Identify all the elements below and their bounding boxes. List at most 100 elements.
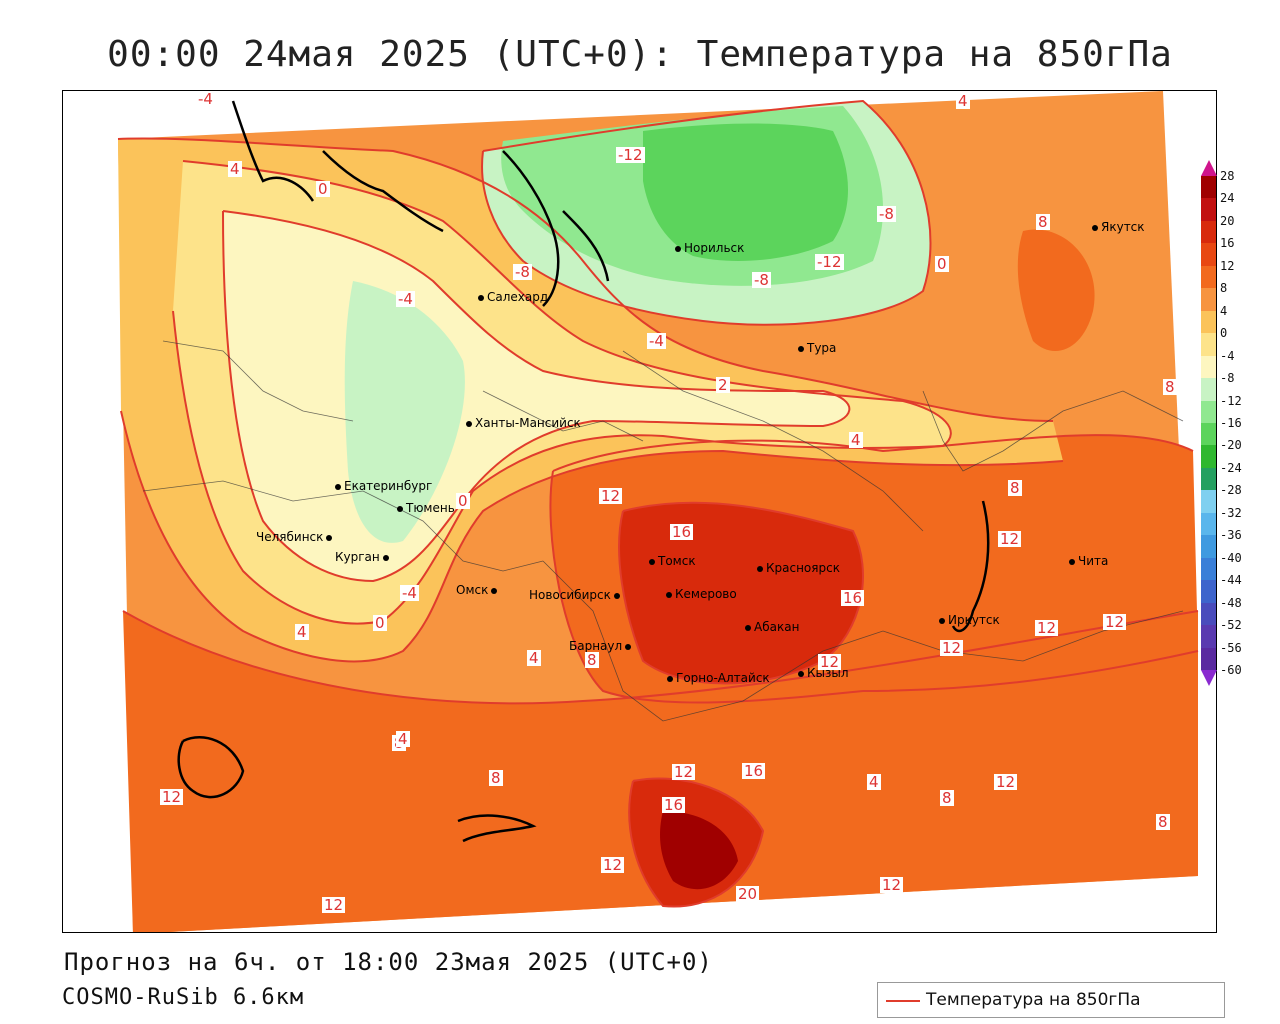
colorbar-segment [1201, 625, 1216, 649]
legend: Температура на 850гПа [877, 982, 1225, 1018]
colorbar-segment [1201, 423, 1216, 446]
city-label: Абакан [754, 620, 800, 634]
colorbar-segment [1201, 445, 1216, 469]
colorbar-segment [1201, 467, 1216, 491]
colorbar-segment [1201, 557, 1216, 581]
field-16-core [619, 502, 863, 684]
model-name: COSMO-RuSib 6.6км [62, 985, 305, 1010]
city-dot [382, 554, 389, 561]
contour-label: 4 [849, 431, 863, 449]
field-minus4-west [344, 281, 465, 543]
map-canvas [117, 91, 1199, 932]
contour-label: 8 [940, 789, 954, 807]
city-tura: Тура [798, 341, 836, 355]
colorbar-tick-label: -20 [1220, 438, 1242, 453]
colorbar-tick-label: 8 [1220, 281, 1228, 296]
city-dot [798, 670, 804, 677]
contour-label: 12 [599, 487, 623, 505]
contour-label: 4 [228, 160, 242, 178]
city-label: Кемерово [675, 587, 737, 601]
colorbar-tick-label: -24 [1220, 460, 1242, 475]
admin-borders [142, 340, 1184, 722]
city-label: Томск [658, 554, 696, 568]
city-gorno-altaysk: Горно-Алтайск [667, 671, 770, 685]
city-label: Челябинск [256, 530, 324, 544]
contour-label: 16 [662, 796, 686, 814]
colorbar-tick-label: -12 [1220, 393, 1242, 408]
colorbar [1200, 160, 1218, 686]
contour-label: 20 [736, 885, 760, 903]
city-dot [675, 245, 681, 252]
colorbar-tick-label: -36 [1220, 528, 1242, 543]
temperature-map: Якутск Норильск Салехард Тура Ханты-Манс… [62, 90, 1217, 933]
map-title: 00:00 24мая 2025 (UTC+0): Температура на… [107, 34, 1173, 75]
legend-line-swatch [886, 1000, 920, 1002]
contour-label: 4 [527, 649, 541, 667]
city-kurgan: Курган [335, 550, 392, 564]
contour-label: 16 [670, 523, 694, 541]
city-label: Салехард [487, 290, 549, 304]
colorbar-tick-label: -28 [1220, 483, 1242, 498]
city-yakutsk: Якутск [1092, 220, 1145, 234]
colorbar-tick-label: 12 [1220, 258, 1235, 273]
colorbar-tick-label: -40 [1220, 550, 1242, 565]
contour-label: 12 [818, 653, 842, 671]
contour-label: 4 [295, 623, 309, 641]
coastlines [177, 100, 990, 843]
city-khanty-mansiysk: Ханты-Мансийск [466, 416, 581, 430]
isotherms [117, 99, 1199, 908]
city-dot [798, 345, 804, 352]
city-omsk: Омск [456, 583, 500, 597]
contour-label: 8 [1163, 378, 1177, 396]
field-minus12 [643, 123, 848, 261]
city-dot [939, 617, 945, 624]
contour-label: -4 [400, 584, 419, 602]
city-label: Омск [456, 583, 489, 597]
contour-label: 12 [1103, 613, 1127, 631]
city-label: Иркутск [948, 613, 1000, 627]
colorbar-tick-label: -4 [1220, 348, 1235, 363]
city-dot [666, 591, 672, 598]
city-label: Норильск [684, 241, 745, 255]
city-dot [397, 505, 403, 512]
colorbar-tick-label: 0 [1220, 326, 1228, 341]
city-abakan: Абакан [745, 620, 799, 634]
city-dot [466, 420, 472, 427]
colorbar-tick-label: -32 [1220, 505, 1242, 520]
contour-label: 4 [396, 730, 410, 748]
city-dot [649, 558, 655, 565]
city-barnaul: Барнаул [569, 639, 634, 653]
contour-label: 12 [998, 530, 1022, 548]
colorbar-segment [1201, 378, 1216, 402]
colorbar-segment [1201, 580, 1216, 604]
colorbar-segment [1201, 355, 1216, 379]
contour-label: 12 [1035, 619, 1059, 637]
contour-label: -8 [752, 271, 771, 289]
colorbar-segment [1201, 243, 1216, 267]
contour-label: 0 [316, 180, 330, 198]
city-dot [613, 592, 620, 599]
contour-label: 8 [1036, 213, 1050, 231]
contour-label: 12 [994, 773, 1018, 791]
colorbar-top-cap [1201, 160, 1217, 176]
colorbar-tick-label: -60 [1220, 663, 1242, 677]
colorbar-segment [1201, 602, 1216, 626]
contour-label: 0 [373, 614, 387, 632]
field-12-east [1017, 229, 1095, 351]
city-dot [667, 675, 673, 682]
city-label: Тюмень [406, 501, 455, 515]
contour-label: 16 [841, 589, 865, 607]
colorbar-tick-label: -44 [1220, 573, 1242, 588]
colorbar-segment [1201, 176, 1216, 199]
colorbar-segment [1201, 220, 1216, 244]
contour-label: 12 [672, 763, 696, 781]
city-label: Курган [335, 550, 380, 564]
contour-label: 0 [456, 492, 470, 510]
legend-label: Температура на 850гПа [926, 990, 1141, 1010]
city-label: Тура [807, 341, 837, 355]
colorbar-segment [1201, 490, 1216, 514]
colorbar-segment [1201, 310, 1216, 334]
contour-label: -4 [196, 90, 215, 108]
colorbar-tick-label: -16 [1220, 416, 1242, 430]
contour-label: 4 [867, 773, 881, 791]
